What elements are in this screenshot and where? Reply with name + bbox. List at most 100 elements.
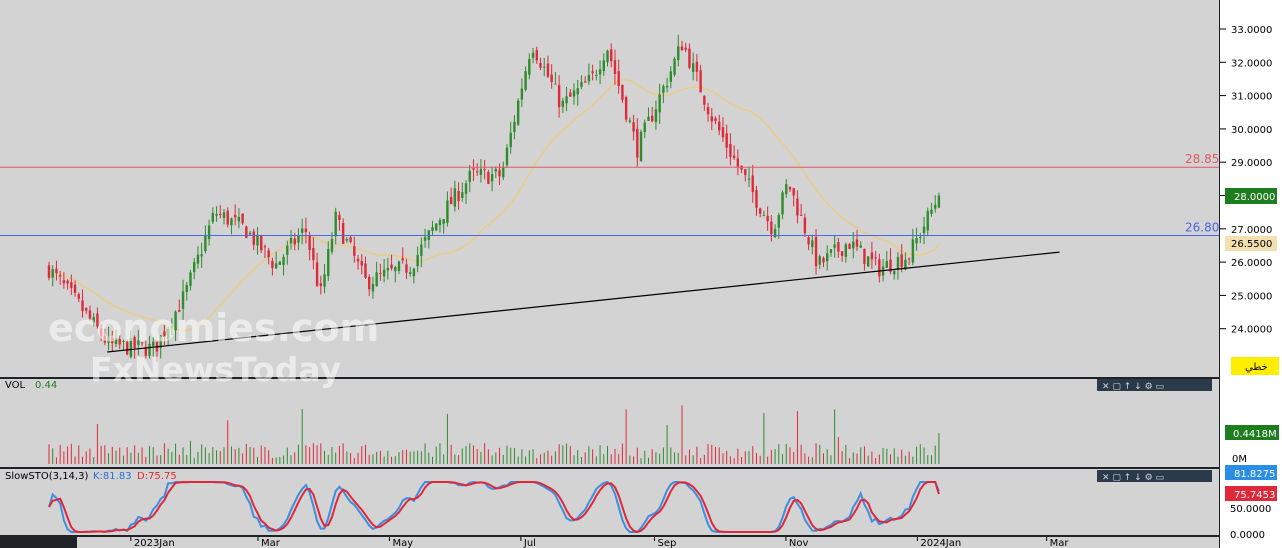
candle-body	[226, 210, 229, 225]
line-mode-button[interactable]	[1231, 357, 1279, 375]
candle-body	[382, 269, 386, 277]
candle-body	[204, 236, 207, 252]
candle-body	[185, 284, 188, 293]
candle-body	[73, 284, 77, 293]
candle-body	[703, 95, 706, 105]
candle-body	[684, 47, 687, 50]
candle-body	[632, 122, 635, 132]
candle-body	[47, 265, 51, 278]
candle-body	[319, 283, 323, 287]
candle-body	[528, 58, 531, 75]
volume-badge-text: 0.4418M	[1233, 429, 1277, 440]
candle-body	[446, 200, 449, 223]
candle-body	[267, 250, 270, 258]
candle-body	[546, 63, 550, 77]
candle-body	[818, 256, 821, 265]
candle-body	[62, 280, 66, 284]
candle-body	[732, 155, 736, 158]
candle-body	[360, 260, 363, 266]
candle-body	[785, 184, 788, 195]
candle-body	[368, 276, 371, 290]
candle-body	[617, 71, 620, 87]
candle-body	[669, 71, 673, 82]
candle-body	[256, 234, 259, 246]
candle-body	[580, 81, 583, 87]
candle-body	[349, 237, 352, 243]
candle-body	[345, 238, 349, 241]
candle-body	[736, 158, 740, 167]
candle-body	[729, 143, 732, 157]
candle-body	[826, 253, 829, 262]
candle-body	[297, 235, 300, 243]
candle-body	[811, 240, 814, 248]
candle-body	[665, 85, 669, 88]
candle-body	[576, 88, 579, 95]
candle-body	[125, 341, 129, 355]
price-tick-label: 24.0000	[1231, 325, 1272, 336]
candle-body	[807, 237, 810, 245]
stochastic-panel-toolbar[interactable]	[1097, 470, 1212, 482]
candle-body	[323, 274, 326, 287]
candle-body	[170, 326, 174, 328]
candle-body	[96, 313, 99, 327]
candle-body	[330, 238, 334, 252]
candle-body	[341, 223, 345, 244]
candle-body	[524, 71, 527, 90]
candle-body	[461, 192, 464, 198]
candle-body	[122, 340, 125, 342]
stochastic-toolbar-icons[interactable]: ✕ ▢ ↑ ↓ ⚙ ▭	[1102, 473, 1164, 483]
candle-body	[412, 268, 416, 277]
candle-body	[118, 339, 121, 345]
candle-body	[855, 239, 859, 247]
candle-body	[874, 257, 877, 259]
candle-body	[230, 218, 233, 226]
candle-body	[863, 248, 866, 264]
candle-body	[282, 256, 285, 265]
stochastic-d-line	[48, 480, 940, 534]
stochastic-tick-50: 50.0000	[1230, 504, 1271, 515]
volume-panel-toolbar[interactable]	[1097, 379, 1212, 391]
candle-body	[639, 131, 643, 162]
candle-body	[706, 106, 710, 115]
time-tick-label: 2024Jan	[920, 538, 961, 548]
candle-body	[457, 191, 460, 201]
candle-body	[487, 171, 490, 184]
candle-body	[289, 237, 293, 244]
candle-body	[557, 85, 561, 108]
candle-body	[688, 48, 691, 68]
candle-body	[416, 255, 419, 267]
volume-toolbar-icons[interactable]: ✕ ▢ ↑ ↓ ⚙ ▭	[1102, 382, 1164, 392]
candle-body	[245, 226, 248, 239]
candle-body	[241, 213, 244, 224]
candle-body	[930, 209, 933, 214]
candle-body	[803, 217, 807, 234]
time-tick-label: 2023Jan	[134, 538, 175, 548]
candle-body	[677, 46, 680, 61]
time-tick-label: Mar	[1050, 538, 1070, 548]
candle-body	[449, 197, 453, 205]
candle-body	[286, 245, 289, 255]
stochastic-k-text: K:81.83	[93, 471, 132, 482]
candle-body	[762, 215, 766, 217]
candle-body	[111, 336, 114, 344]
candle-body	[502, 167, 505, 178]
candle-body	[356, 258, 360, 262]
candle-body	[699, 70, 702, 93]
price-tick-label: 27.0000	[1231, 225, 1272, 236]
support-trendline[interactable]	[107, 251, 1060, 353]
candle-body	[364, 263, 367, 278]
candle-body	[907, 258, 911, 260]
price-tick-label: 31.0000	[1231, 92, 1272, 103]
stochastic-k-badge	[1225, 465, 1277, 480]
candle-body	[431, 227, 434, 231]
candle-body	[844, 244, 848, 257]
candle-body	[829, 249, 833, 253]
last-price-badge	[1225, 188, 1277, 204]
candle-body	[937, 195, 941, 208]
last-price-badge-text: 28.0000	[1234, 192, 1275, 203]
candle-body	[583, 81, 587, 83]
candle-body	[107, 336, 110, 343]
candle-body	[718, 121, 721, 131]
stochastic-d-text: D:75.75	[137, 471, 177, 482]
volume-zero-label: 0M	[1232, 454, 1247, 465]
